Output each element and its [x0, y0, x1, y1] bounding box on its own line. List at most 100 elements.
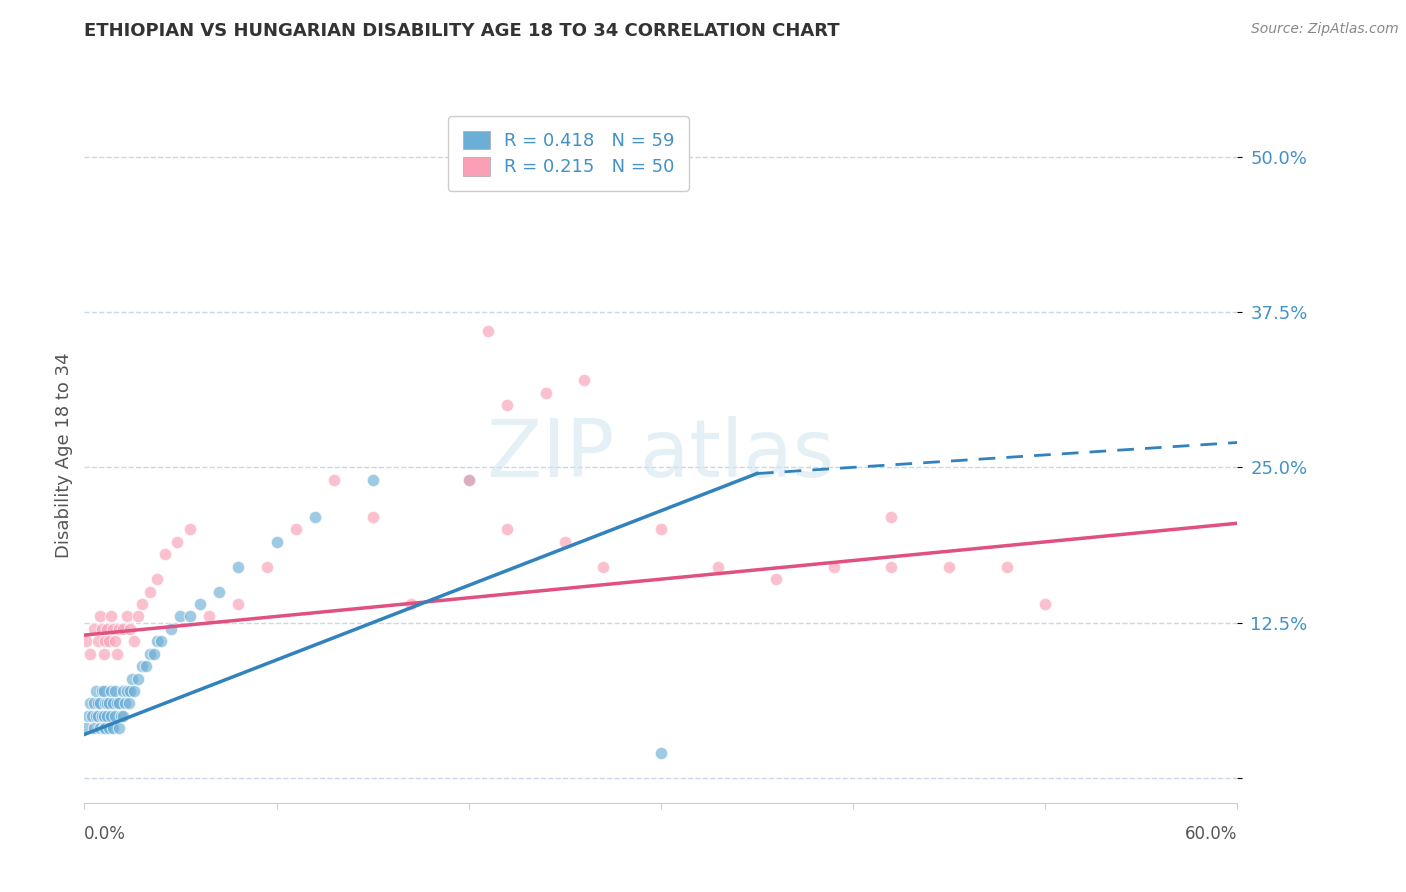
- Point: [104, 684, 127, 698]
- Point: [83, 622, 105, 636]
- Point: [146, 572, 169, 586]
- Point: [457, 473, 479, 487]
- Text: Source: ZipAtlas.com: Source: ZipAtlas.com: [1251, 22, 1399, 37]
- Point: [127, 672, 149, 686]
- Point: [121, 672, 143, 686]
- Point: [96, 708, 118, 723]
- Point: [90, 708, 112, 723]
- Point: [124, 684, 146, 698]
- Point: [83, 697, 105, 711]
- Point: [995, 559, 1018, 574]
- Point: [159, 622, 183, 636]
- Point: [304, 510, 326, 524]
- Point: [79, 647, 101, 661]
- Text: ZIP atlas: ZIP atlas: [486, 416, 835, 494]
- Point: [96, 622, 118, 636]
- Point: [90, 622, 112, 636]
- Point: [496, 523, 519, 537]
- Text: ETHIOPIAN VS HUNGARIAN DISABILITY AGE 18 TO 34 CORRELATION CHART: ETHIOPIAN VS HUNGARIAN DISABILITY AGE 18…: [84, 22, 839, 40]
- Point: [135, 659, 157, 673]
- Point: [707, 559, 730, 574]
- Point: [131, 597, 153, 611]
- Point: [87, 697, 110, 711]
- Point: [75, 634, 97, 648]
- Point: [880, 559, 903, 574]
- Point: [111, 684, 134, 698]
- Point: [83, 721, 105, 735]
- Point: [179, 523, 201, 537]
- Point: [108, 622, 131, 636]
- Point: [226, 559, 249, 574]
- Point: [138, 584, 160, 599]
- Point: [111, 622, 134, 636]
- Point: [94, 697, 117, 711]
- Point: [399, 597, 422, 611]
- Point: [477, 324, 499, 338]
- Point: [266, 534, 288, 549]
- Point: [98, 697, 121, 711]
- Point: [103, 622, 124, 636]
- Point: [226, 597, 249, 611]
- Point: [765, 572, 787, 586]
- Point: [108, 721, 131, 735]
- Point: [93, 647, 115, 661]
- Point: [361, 473, 384, 487]
- Point: [84, 708, 107, 723]
- Point: [361, 510, 384, 524]
- Point: [938, 559, 960, 574]
- Point: [169, 609, 191, 624]
- Text: 60.0%: 60.0%: [1185, 825, 1237, 843]
- Point: [457, 473, 479, 487]
- Point: [138, 647, 160, 661]
- Point: [1033, 597, 1056, 611]
- Point: [256, 559, 278, 574]
- Point: [75, 721, 97, 735]
- Point: [124, 634, 146, 648]
- Point: [89, 697, 111, 711]
- Point: [323, 473, 346, 487]
- Point: [98, 721, 121, 735]
- Point: [100, 684, 122, 698]
- Point: [84, 684, 107, 698]
- Point: [110, 708, 132, 723]
- Point: [80, 708, 103, 723]
- Point: [198, 609, 221, 624]
- Point: [120, 684, 142, 698]
- Point: [93, 721, 115, 735]
- Point: [93, 684, 115, 698]
- Point: [104, 708, 127, 723]
- Point: [120, 622, 142, 636]
- Point: [650, 523, 672, 537]
- Point: [208, 584, 231, 599]
- Point: [284, 523, 307, 537]
- Point: [94, 634, 117, 648]
- Legend: R = 0.418   N = 59, R = 0.215   N = 50: R = 0.418 N = 59, R = 0.215 N = 50: [449, 116, 689, 191]
- Point: [105, 697, 128, 711]
- Point: [166, 534, 188, 549]
- Point: [87, 634, 110, 648]
- Point: [98, 634, 121, 648]
- Point: [111, 708, 134, 723]
- Point: [87, 708, 110, 723]
- Point: [100, 609, 122, 624]
- Point: [142, 647, 165, 661]
- Point: [89, 609, 111, 624]
- Point: [650, 746, 672, 760]
- Text: 0.0%: 0.0%: [84, 825, 127, 843]
- Point: [79, 697, 101, 711]
- Point: [592, 559, 614, 574]
- Point: [115, 684, 138, 698]
- Point: [117, 697, 139, 711]
- Point: [127, 609, 149, 624]
- Point: [179, 609, 201, 624]
- Point: [103, 697, 124, 711]
- Point: [96, 697, 118, 711]
- Point: [105, 647, 128, 661]
- Point: [89, 721, 111, 735]
- Point: [153, 547, 176, 561]
- Point: [496, 398, 519, 412]
- Point: [90, 684, 112, 698]
- Point: [103, 721, 124, 735]
- Point: [146, 634, 169, 648]
- Point: [150, 634, 173, 648]
